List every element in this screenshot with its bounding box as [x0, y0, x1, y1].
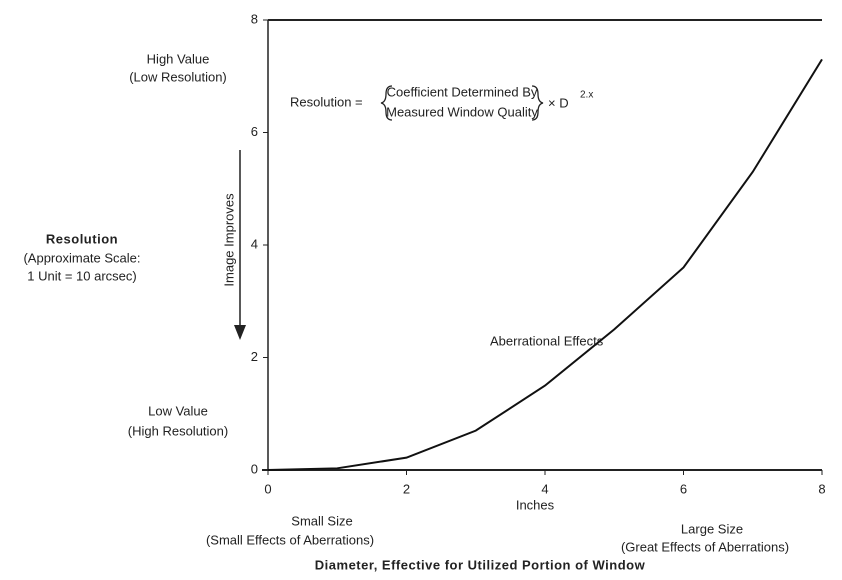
brace-left	[380, 85, 393, 121]
y-label: 1 Unit = 10 arcsec)	[27, 268, 136, 283]
x-tick-label: 6	[680, 481, 687, 496]
annotation: (Great Effects of Aberrations)	[621, 539, 789, 554]
annotation: Small Size	[291, 513, 352, 528]
y-tick-label: 0	[251, 461, 258, 476]
formula-exponent: 2.x	[580, 90, 593, 101]
y-label: Resolution	[46, 231, 118, 246]
annotation: High Value	[147, 51, 210, 66]
x-label: Inches	[516, 497, 555, 512]
y-tick-label: 6	[251, 124, 258, 139]
series-label: Aberrational Effects	[490, 333, 604, 348]
x-tick-label: 2	[403, 481, 410, 496]
y-tick-label: 4	[251, 236, 258, 251]
formula-left: Resolution =	[290, 94, 363, 109]
annotation: (Low Resolution)	[129, 69, 227, 84]
annotation: (High Resolution)	[128, 423, 228, 438]
series-line	[267, 58, 823, 471]
formula-bottom: Measured Window Quality	[386, 104, 538, 119]
formula-right: × D	[548, 95, 569, 110]
annotation: Large Size	[681, 521, 743, 536]
y-arrow-label: Image Improves	[221, 193, 236, 287]
y-tick-label: 8	[251, 11, 258, 26]
x-tick-label: 8	[818, 481, 825, 496]
formula-top: Coefficient Determined By	[387, 84, 538, 99]
brace-right	[531, 85, 544, 121]
annotation: (Small Effects of Aberrations)	[206, 532, 374, 547]
x-tick-label: 4	[541, 481, 548, 496]
arrow-head	[234, 325, 246, 340]
x-title: Diameter, Effective for Utilized Portion…	[315, 557, 646, 572]
y-label: (Approximate Scale:	[23, 250, 140, 265]
x-tick-label: 0	[264, 481, 271, 496]
annotation: Low Value	[148, 403, 208, 418]
y-tick-label: 2	[251, 349, 258, 364]
